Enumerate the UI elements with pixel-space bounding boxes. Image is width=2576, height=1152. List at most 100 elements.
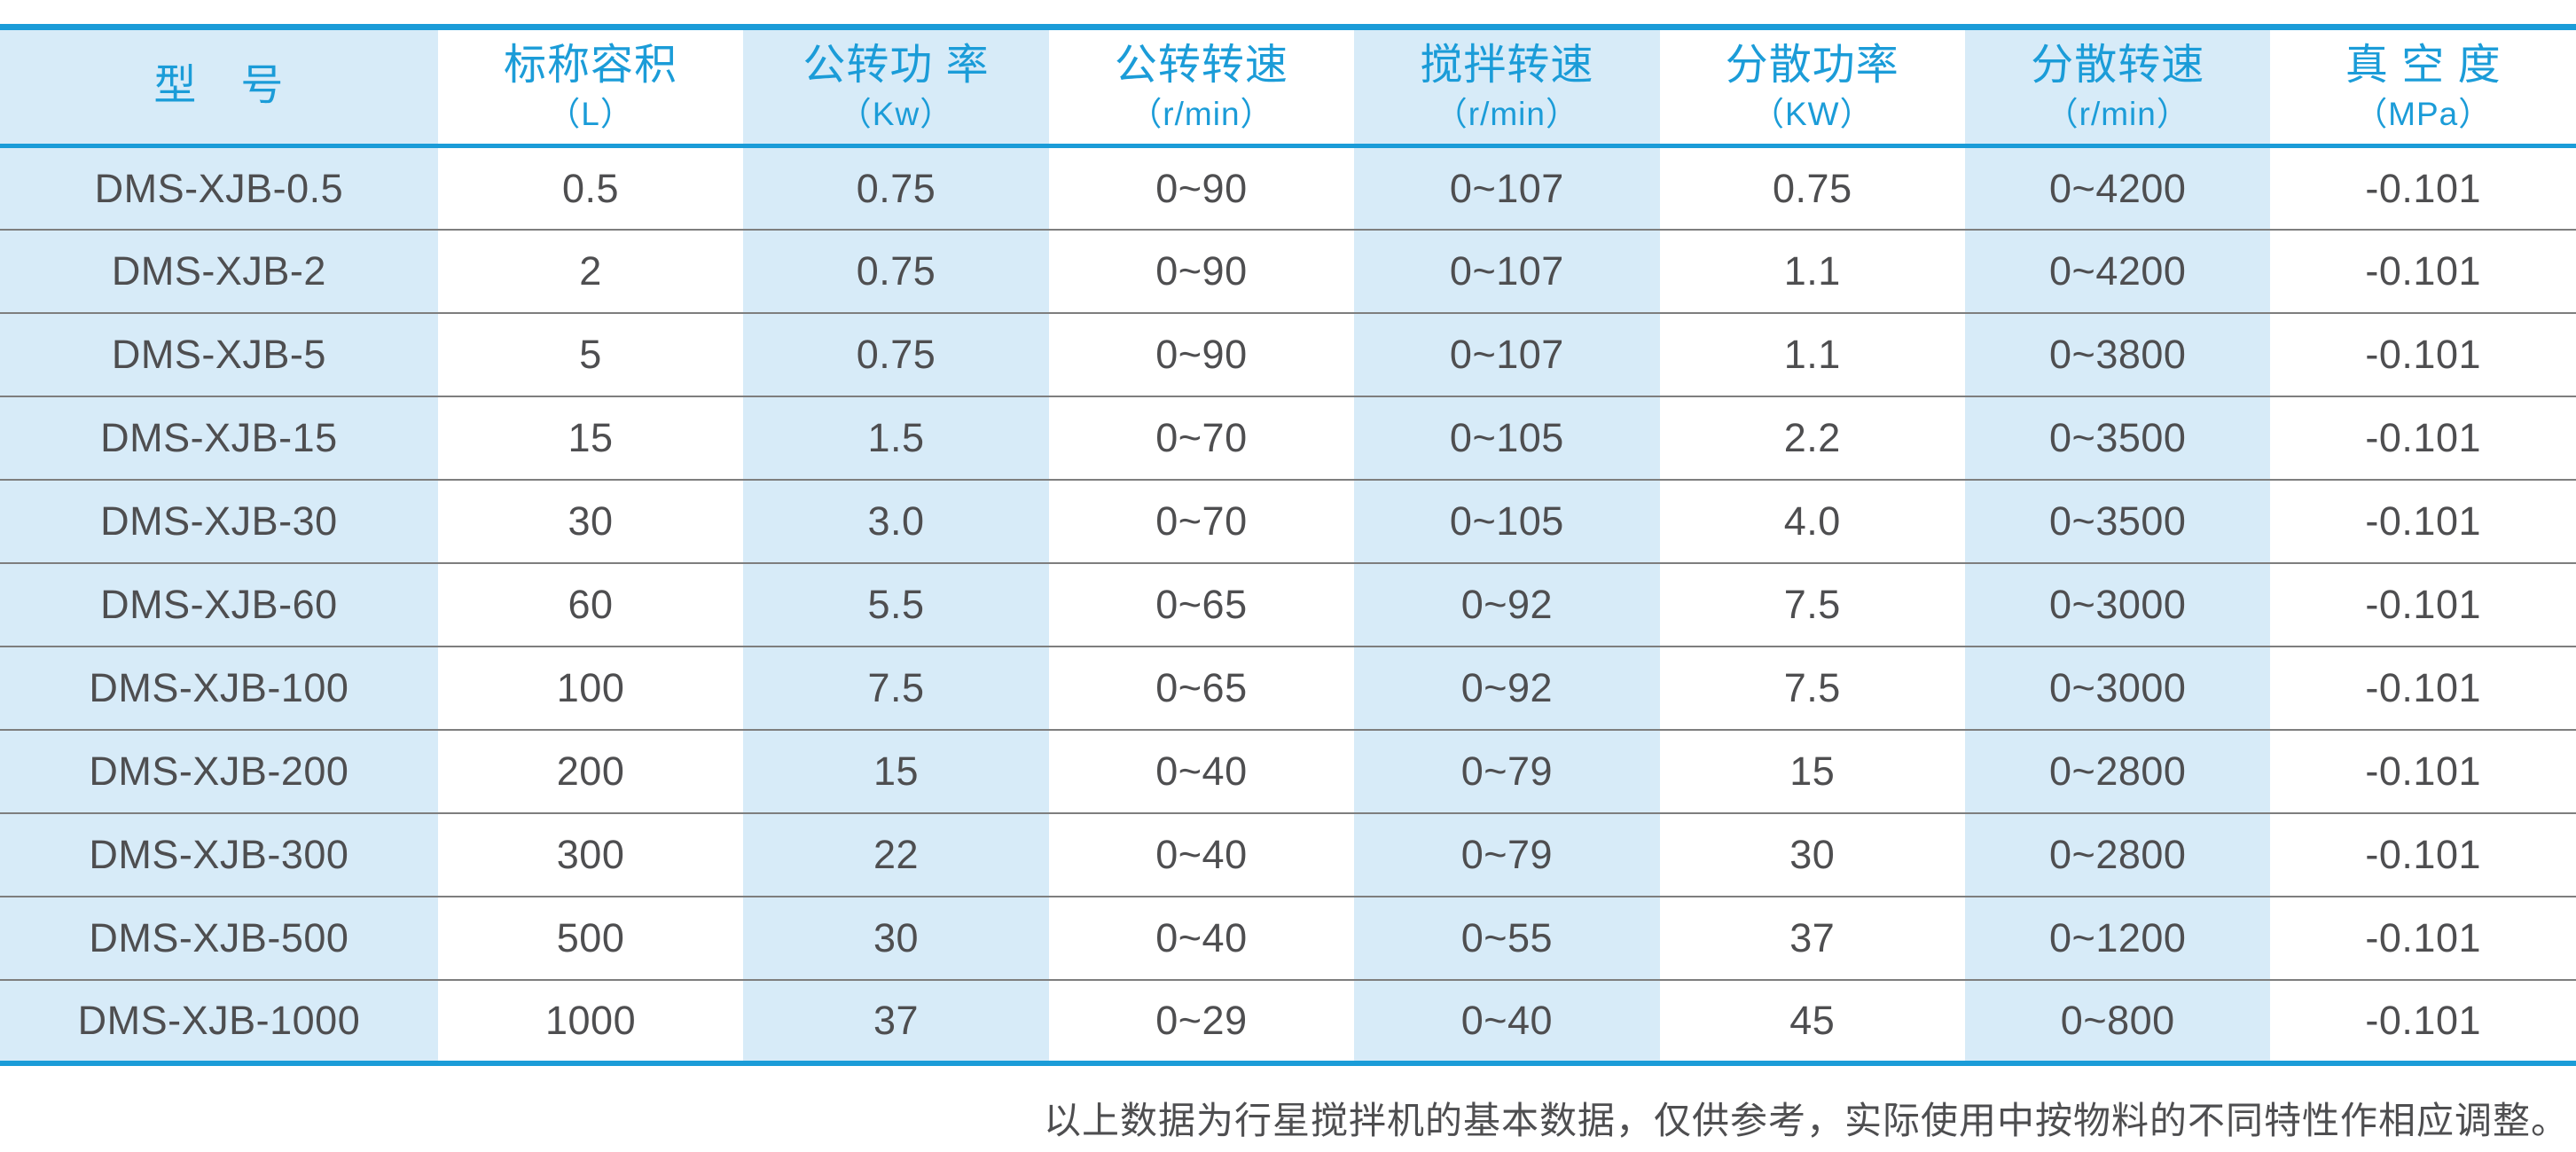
col-header-vacuum-degree: 真 空 度 （MPa） (2270, 27, 2576, 149)
model-cell: DMS-XJB-2 (0, 228, 438, 313)
col-header-unit: （L） (547, 96, 634, 132)
model-cell: DMS-XJB-100 (0, 645, 438, 730)
col-header-unit: （Kw） (838, 96, 954, 132)
value-cell: 0.75 (743, 228, 1049, 313)
model-cell: DMS-XJB-60 (0, 561, 438, 647)
value-cell: 7.5 (1659, 645, 1966, 730)
col-header-dispersion-power: 分散功率 （KW） (1659, 27, 1966, 149)
value-cell: 15 (437, 395, 744, 480)
value-cell: -0.101 (2270, 228, 2576, 313)
value-cell: 0~70 (1048, 395, 1355, 480)
table-row: DMS-XJB-2 2 0.75 0~90 0~107 1.1 0~4200 -0.101 (0, 228, 2576, 313)
table-row: DMS-XJB-300 300 22 0~40 0~79 30 0~2800 -0.101 (0, 811, 2576, 897)
col-header-revolution-power: 公转功 率 （Kw） (743, 27, 1049, 149)
value-cell: 15 (743, 728, 1049, 813)
footnote: 以上数据为行星搅拌机的基本数据，仅供参考，实际使用中按物料的不同特性作相应调整。 (1043, 1101, 2569, 1142)
value-cell: 30 (437, 478, 744, 563)
value-cell: 5 (437, 311, 744, 396)
value-cell: 5.5 (743, 561, 1049, 647)
value-cell: 0~90 (1048, 228, 1355, 313)
value-cell: 0~800 (1965, 978, 2271, 1063)
value-cell: 7.5 (743, 645, 1049, 730)
value-cell: 0~29 (1048, 978, 1355, 1063)
value-cell: 0~1200 (1965, 895, 2271, 980)
table-row: DMS-XJB-30 30 3.0 0~70 0~105 4.0 0~3500 -0.101 (0, 478, 2576, 563)
col-header-nominal-capacity: 标称容积 （L） (437, 27, 744, 149)
value-cell: 0~65 (1048, 561, 1355, 647)
table-row: DMS-XJB-500 500 30 0~40 0~55 37 0~1200 -0.101 (0, 895, 2576, 980)
value-cell: 2.2 (1659, 395, 1966, 480)
col-header-unit: （MPa） (2354, 96, 2493, 132)
value-cell: 0~3500 (1965, 478, 2271, 563)
col-header-stirring-speed: 搅拌转速 （r/min） (1354, 27, 1660, 149)
value-cell: 22 (743, 811, 1049, 897)
value-cell: 4.0 (1659, 478, 1966, 563)
value-cell: 30 (1659, 811, 1966, 897)
col-header-unit: （r/min） (1434, 96, 1579, 132)
value-cell: 0~65 (1048, 645, 1355, 730)
planetary-mixer-spec-table: 型 号 标称容积 （L） 公转功 率 （Kw） 公转转速 （r/min） 搅拌转… (0, 24, 2576, 1066)
col-header-model: 型 号 (0, 27, 438, 149)
table-row: DMS-XJB-0.5 0.5 0.75 0~90 0~107 0.75 0~4200 -0.… (0, 146, 2576, 230)
model-cell: DMS-XJB-30 (0, 478, 438, 563)
col-header-title: 公转功 率 (803, 42, 990, 89)
value-cell: -0.101 (2270, 561, 2576, 647)
value-cell: 0~3800 (1965, 311, 2271, 396)
spec-table-body: DMS-XJB-0.5 0.5 0.75 0~90 0~107 0.75 0~4200 -0.… (0, 146, 2576, 1063)
value-cell: -0.101 (2365, 165, 2482, 211)
col-header-unit: （r/min） (2045, 96, 2190, 132)
col-header-revolution-speed: 公转转速 （r/min） (1048, 27, 1355, 149)
value-cell: 0~92 (1354, 645, 1660, 730)
value-cell: 1000 (437, 978, 744, 1063)
value-cell: 0.75 (1773, 165, 1852, 211)
value-cell: 0~4200 (1965, 228, 2271, 313)
value-cell: 0~92 (1354, 561, 1660, 647)
col-header-dispersion-speed: 分散转速 （r/min） (1965, 27, 2271, 149)
value-cell: 0~70 (1048, 478, 1355, 563)
model-cell: DMS-XJB-0.5 (94, 165, 344, 211)
value-cell: 0~105 (1354, 478, 1660, 563)
col-header-title: 搅拌转速 (1420, 42, 1594, 89)
value-cell: 0~79 (1354, 811, 1660, 897)
value-cell: 0~55 (1354, 895, 1660, 980)
value-cell: -0.101 (2270, 645, 2576, 730)
col-header-title: 真 空 度 (2345, 42, 2502, 89)
model-cell: DMS-XJB-500 (0, 895, 438, 980)
value-cell: 60 (437, 561, 744, 647)
value-cell: 0.5 (562, 165, 620, 211)
col-header-unit: （KW） (1751, 96, 1874, 132)
value-cell: 3.0 (743, 478, 1049, 563)
value-cell: 2 (437, 228, 744, 313)
value-cell: 100 (437, 645, 744, 730)
col-header-title: 型 号 (153, 62, 285, 110)
value-cell: 0~4200 (2049, 165, 2187, 211)
value-cell: 0~3500 (1965, 395, 2271, 480)
value-cell: -0.101 (2270, 728, 2576, 813)
value-cell: 7.5 (1659, 561, 1966, 647)
value-cell: 1.1 (1659, 311, 1966, 396)
value-cell: 0~79 (1354, 728, 1660, 813)
col-header-title: 分散功率 (1725, 42, 1899, 89)
value-cell: 37 (1659, 895, 1966, 980)
value-cell: 1.5 (743, 395, 1049, 480)
value-cell: 0~3000 (1965, 645, 2271, 730)
table-row: DMS-XJB-1000 1000 37 0~29 0~40 45 0~800 -0.101 (0, 978, 2576, 1063)
col-header-title: 标称容积 (504, 42, 678, 89)
value-cell: 200 (437, 728, 744, 813)
header-row: 型 号 标称容积 （L） 公转功 率 （Kw） 公转转速 （r/min） 搅拌转… (0, 27, 2576, 149)
value-cell: -0.101 (2270, 895, 2576, 980)
col-header-title: 公转转速 (1114, 42, 1288, 89)
value-cell: -0.101 (2270, 478, 2576, 563)
value-cell: -0.101 (2270, 395, 2576, 480)
model-cell: DMS-XJB-15 (0, 395, 438, 480)
value-cell: 0~2800 (1965, 811, 2271, 897)
value-cell: 0~105 (1354, 395, 1660, 480)
model-cell: DMS-XJB-300 (0, 811, 438, 897)
value-cell: -0.101 (2270, 811, 2576, 897)
table-row: DMS-XJB-100 100 7.5 0~65 0~92 7.5 0~3000 -0.101 (0, 645, 2576, 730)
model-cell: DMS-XJB-200 (0, 728, 438, 813)
value-cell: 0~107 (1449, 165, 1564, 211)
table-row: DMS-XJB-15 15 1.5 0~70 0~105 2.2 0~3500 -0.101 (0, 395, 2576, 480)
value-cell: 1.1 (1659, 228, 1966, 313)
